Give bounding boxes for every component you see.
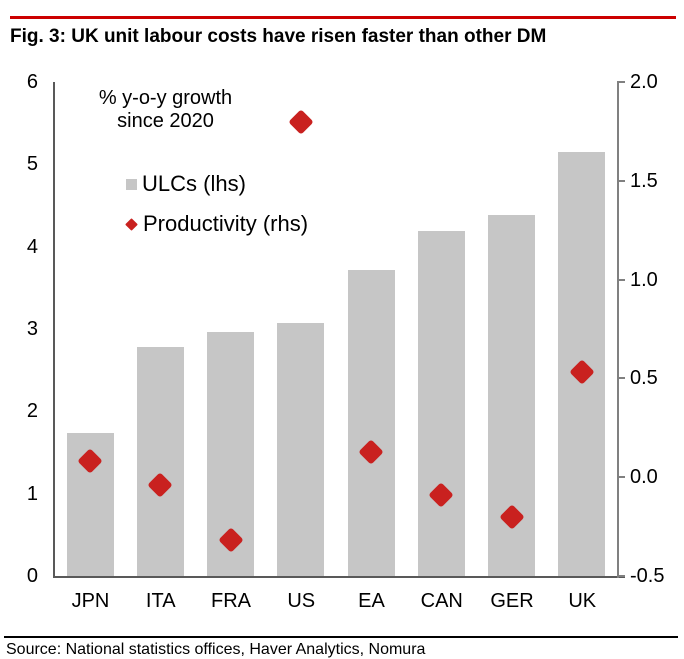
- bar-ea: [347, 269, 395, 576]
- y-axis-left-tick-label: 1: [26, 482, 38, 505]
- source-text: Source: National statistics offices, Hav…: [6, 641, 426, 658]
- legend-label-productivity: Productivity (rhs): [143, 211, 309, 236]
- x-axis-label-fra: FRA: [211, 590, 251, 612]
- x-axis-label-ea: EA: [358, 590, 385, 612]
- legend-item-ulcs: ULCs (lhs): [126, 172, 246, 196]
- y-axis-right-tick-mark: [617, 476, 625, 479]
- y-axis-right-tick-label: 0.5: [630, 367, 658, 390]
- y-axis-right-tick-label: 1.5: [630, 169, 658, 192]
- y-axis-right-tick-label: 1.0: [630, 268, 658, 291]
- bar-can: [417, 231, 465, 576]
- x-axis-label-can: CAN: [420, 590, 463, 612]
- x-axis-label-ger: GER: [490, 590, 534, 612]
- legend-label-ulcs: ULCs (lhs): [142, 171, 246, 196]
- chart-annotation: % y-o-y growth since 2020: [78, 87, 253, 133]
- y-axis-right-line: [617, 82, 619, 578]
- annotation-line-1: % y-o-y growth: [98, 87, 233, 109]
- y-axis-right-tick-mark: [617, 278, 625, 281]
- y-axis-left-tick-label: 5: [26, 153, 38, 176]
- top-red-rule: [10, 16, 676, 19]
- ulcs-square-swatch-icon: [126, 178, 137, 190]
- y-axis-right-tick-mark: [617, 377, 625, 380]
- y-axis-right-tick-label: 2.0: [630, 71, 658, 93]
- bar-us: [277, 323, 325, 576]
- y-axis-left-tick-label: 3: [26, 318, 38, 340]
- annotation-line-2: since 2020: [117, 110, 214, 132]
- y-axis-left-tick-label: 6: [26, 71, 38, 93]
- legend-item-productivity: Productivity (rhs): [125, 211, 309, 236]
- x-axis-line: [53, 576, 625, 578]
- y-axis-left-line: [53, 82, 55, 578]
- x-axis-label-jpn: JPN: [71, 590, 110, 612]
- y-axis-left-tick-label: 2: [26, 400, 38, 423]
- marker-us: [288, 108, 314, 135]
- bar-ita: [136, 347, 184, 576]
- y-axis-right-tick-mark: [617, 81, 625, 83]
- x-axis-label-us: US: [287, 590, 316, 612]
- y-axis-right-tick-mark: [617, 179, 625, 182]
- y-axis-left-tick-label: 4: [26, 235, 38, 258]
- y-axis-right-tick-mark: [617, 575, 625, 577]
- bottom-black-rule: [4, 636, 678, 638]
- y-axis-left-tick-label: 0: [26, 565, 38, 587]
- x-axis-label-uk: UK: [568, 590, 597, 612]
- y-axis-right-tick-label: -0.5: [630, 565, 665, 587]
- productivity-diamond-swatch-icon: [125, 217, 138, 231]
- x-axis-label-ita: ITA: [145, 590, 176, 612]
- figure-title: Fig. 3: UK unit labour costs have risen …: [10, 26, 547, 47]
- y-axis-right-tick-label: 0.0: [630, 466, 658, 489]
